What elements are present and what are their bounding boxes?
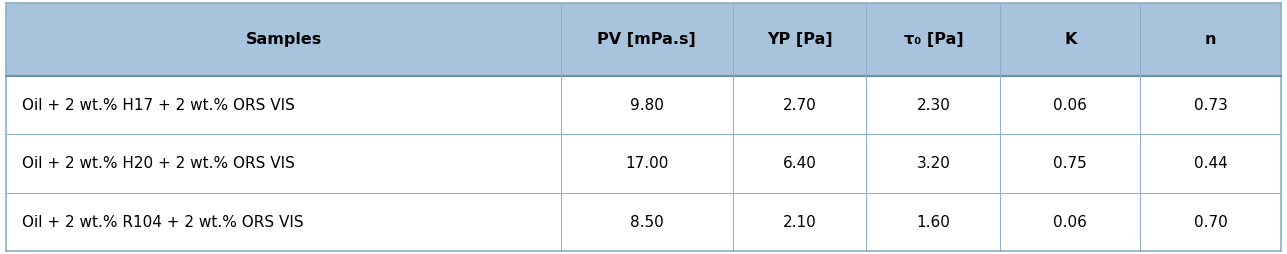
Bar xyxy=(6,76,561,134)
Text: 2.70: 2.70 xyxy=(782,98,816,113)
Text: PV [mPa.s]: PV [mPa.s] xyxy=(597,32,696,47)
Text: Oil + 2 wt.% H17 + 2 wt.% ORS VIS: Oil + 2 wt.% H17 + 2 wt.% ORS VIS xyxy=(22,98,295,113)
Text: 8.50: 8.50 xyxy=(629,215,664,230)
Text: 0.06: 0.06 xyxy=(1053,98,1088,113)
Text: n: n xyxy=(1205,32,1216,47)
Text: 2.30: 2.30 xyxy=(916,98,950,113)
Text: YP [Pa]: YP [Pa] xyxy=(767,32,833,47)
Bar xyxy=(561,134,732,193)
Bar xyxy=(6,134,561,193)
Text: 9.80: 9.80 xyxy=(629,98,664,113)
Text: 3.20: 3.20 xyxy=(916,156,950,171)
Text: 0.70: 0.70 xyxy=(1193,215,1228,230)
Text: Oil + 2 wt.% H20 + 2 wt.% ORS VIS: Oil + 2 wt.% H20 + 2 wt.% ORS VIS xyxy=(22,156,295,171)
Bar xyxy=(1140,76,1281,134)
Bar xyxy=(732,134,866,193)
Text: 0.44: 0.44 xyxy=(1193,156,1228,171)
Bar xyxy=(732,193,866,251)
Bar xyxy=(561,3,732,76)
Text: 6.40: 6.40 xyxy=(782,156,816,171)
Bar xyxy=(1140,134,1281,193)
Text: K: K xyxy=(1064,32,1076,47)
Text: 17.00: 17.00 xyxy=(625,156,668,171)
Text: 1.60: 1.60 xyxy=(916,215,950,230)
Bar xyxy=(866,3,1000,76)
Bar xyxy=(1000,76,1140,134)
Bar xyxy=(866,193,1000,251)
Bar xyxy=(1000,193,1140,251)
Bar xyxy=(1140,193,1281,251)
Text: 0.73: 0.73 xyxy=(1193,98,1228,113)
Bar xyxy=(732,3,866,76)
Text: Oil + 2 wt.% R104 + 2 wt.% ORS VIS: Oil + 2 wt.% R104 + 2 wt.% ORS VIS xyxy=(22,215,304,230)
Bar xyxy=(1000,3,1140,76)
Bar xyxy=(561,193,732,251)
Bar xyxy=(6,193,561,251)
Text: 0.06: 0.06 xyxy=(1053,215,1088,230)
Bar xyxy=(866,134,1000,193)
Bar xyxy=(1140,3,1281,76)
Text: 2.10: 2.10 xyxy=(782,215,816,230)
Text: τ₀ [Pa]: τ₀ [Pa] xyxy=(903,32,963,47)
Bar xyxy=(866,76,1000,134)
Bar xyxy=(6,3,561,76)
Bar xyxy=(1000,134,1140,193)
Bar xyxy=(561,76,732,134)
Text: 0.75: 0.75 xyxy=(1054,156,1088,171)
Bar xyxy=(732,76,866,134)
Text: Samples: Samples xyxy=(246,32,322,47)
